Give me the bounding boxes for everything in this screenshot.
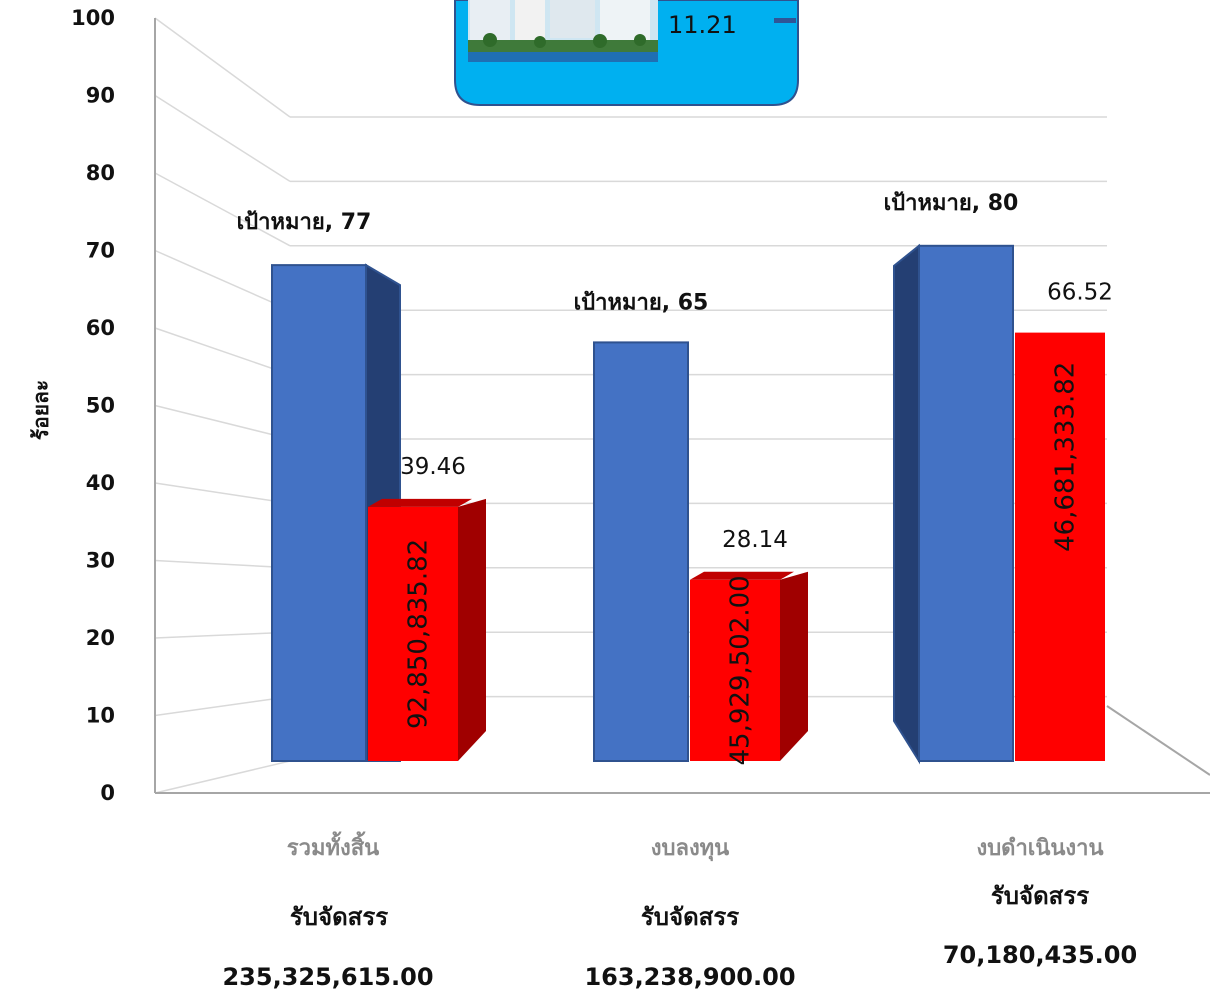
- axes: [154, 18, 1210, 794]
- y-tick-label: 100: [71, 6, 115, 30]
- target-bar: [918, 244, 1014, 763]
- gridline-side: [154, 482, 291, 505]
- gridline-side: [154, 404, 291, 440]
- gridline-side: [154, 760, 291, 794]
- allocation-label: รับจัดสรร: [641, 903, 739, 931]
- allocation-label: รับจัดสรร: [991, 882, 1089, 910]
- actual-bar-side: [458, 498, 486, 761]
- actual-data-label: 39.46: [400, 454, 466, 480]
- target-data-label: เป้าหมาย, 65: [574, 290, 709, 315]
- actual-bar-top: [368, 498, 472, 507]
- y-tick-label: 50: [86, 394, 115, 418]
- legend-marker: [774, 18, 796, 23]
- actual-bar-side: [780, 571, 808, 761]
- allocation-amount: 235,325,615.00: [222, 963, 433, 991]
- allocation-amount: 70,180,435.00: [943, 941, 1137, 969]
- category-label: งบดำเนินงาน: [976, 836, 1103, 861]
- bottom-labels: รวมทั้งสิ้นรับจัดสรร 235,325,615.00 งบลงทุ…: [222, 831, 1137, 991]
- disbursed-amount-label: 92,850,835.82: [404, 539, 434, 729]
- gridline-side: [154, 695, 291, 717]
- actual-bar: [1015, 332, 1105, 761]
- allocation-label: รับจัดสรร: [290, 903, 388, 931]
- y-tick-label: 80: [86, 161, 115, 185]
- target-bar-side: [893, 243, 920, 765]
- y-tick-label: 20: [86, 626, 115, 650]
- disbursed-amount-label: 46,681,333.82: [1051, 362, 1081, 552]
- legend-value: 11.21: [668, 11, 737, 39]
- gridline-side: [154, 249, 291, 311]
- y-tick-label: 70: [86, 239, 115, 263]
- allocation-amount: 163,238,900.00: [584, 963, 795, 991]
- gridline-side: [154, 172, 291, 247]
- gridline-side: [154, 17, 291, 118]
- target-data-label: เป้าหมาย, 80: [884, 191, 1019, 216]
- actual-data-label: 66.52: [1047, 280, 1113, 306]
- target-bar: [271, 264, 367, 762]
- bars: [271, 243, 1105, 765]
- category-label: งบลงทุน: [651, 836, 729, 862]
- y-tick-label: 30: [86, 549, 115, 573]
- y-axis-title: ร้อยละ: [29, 380, 53, 440]
- legend-box: 11.21: [454, 0, 799, 106]
- labels: 0 10 20 30 40 50 60 70 80 90 100 ร้อยละ เป้าหมาย, 77…: [29, 6, 1113, 805]
- gridline-side: [154, 327, 291, 376]
- y-tick-label: 90: [86, 84, 115, 108]
- actual-data-label: 28.14: [722, 527, 788, 553]
- gridline-side: [154, 559, 291, 569]
- building-photo-icon: [468, 0, 658, 62]
- gridline-side: [154, 94, 291, 183]
- y-tick-label: 0: [100, 781, 115, 805]
- y-tick-label: 60: [86, 316, 115, 340]
- category-label: รวมทั้งสิ้น: [287, 831, 379, 861]
- target-bar: [593, 341, 689, 762]
- actual-bar-top: [690, 571, 794, 580]
- gridline-side: [154, 631, 291, 639]
- actual-bar: [368, 506, 458, 761]
- disbursed-amount-label: 45,929,502.00: [726, 575, 756, 765]
- actual-bar: [690, 579, 780, 761]
- y-tick-label: 10: [86, 704, 115, 728]
- floor-edge: [1106, 705, 1210, 776]
- y-tick-label: 40: [86, 471, 115, 495]
- target-data-label: เป้าหมาย, 77: [237, 210, 372, 235]
